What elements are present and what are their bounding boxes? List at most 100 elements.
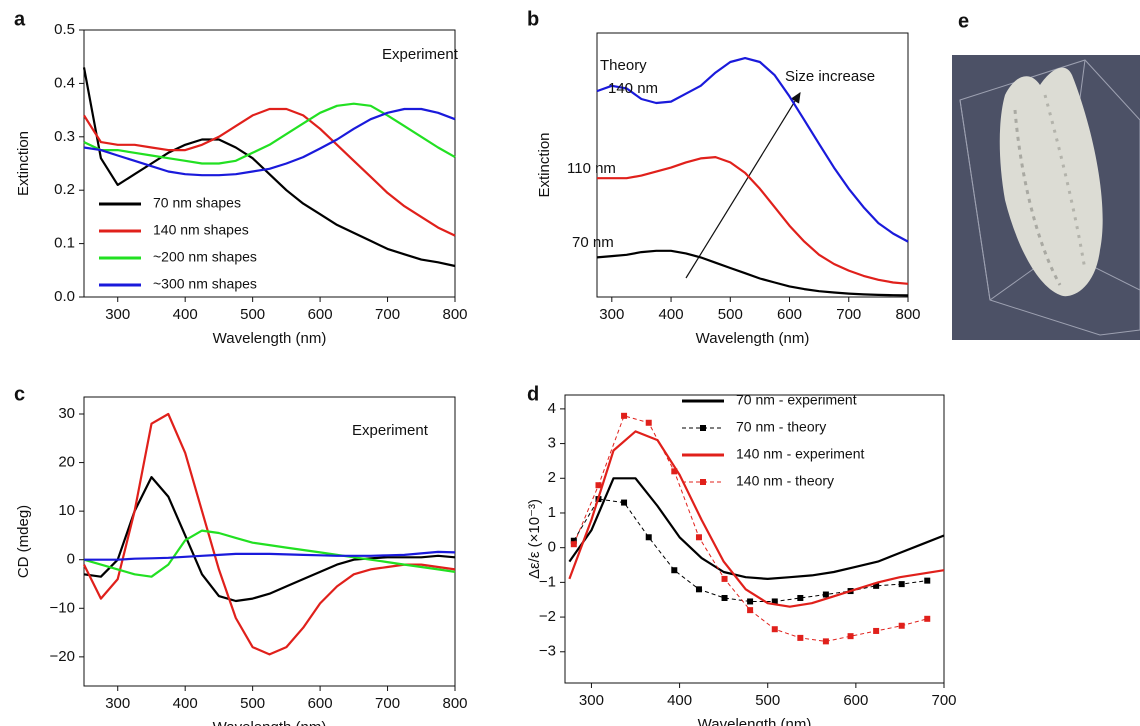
y-axis-label: CD (mdeg) bbox=[15, 505, 32, 578]
y-tick-label: 10 bbox=[58, 502, 75, 519]
plot-frame bbox=[83, 29, 456, 298]
y-tick-label: 0.3 bbox=[54, 128, 75, 145]
data-point bbox=[822, 638, 829, 645]
series-line bbox=[84, 550, 456, 561]
x-tick-label: 700 bbox=[375, 695, 400, 712]
x-tick-label: 600 bbox=[777, 306, 802, 323]
y-tick-label: 4 bbox=[548, 400, 556, 417]
panel-letter: a bbox=[14, 8, 26, 30]
series-line bbox=[83, 529, 456, 578]
legend-label: ~300 nm shapes bbox=[153, 276, 257, 292]
legend-label: 140 nm - experiment bbox=[736, 446, 865, 462]
y-tick-label: 3 bbox=[548, 435, 556, 452]
legend-label: 140 nm - theory bbox=[736, 473, 834, 489]
series-line bbox=[568, 430, 945, 608]
plot-frame bbox=[596, 32, 909, 298]
legend-label: 140 nm shapes bbox=[153, 222, 249, 238]
data-point bbox=[645, 534, 652, 541]
legend-marker bbox=[700, 425, 706, 431]
data-point bbox=[847, 633, 854, 640]
series-line bbox=[83, 476, 456, 603]
data-point bbox=[721, 594, 728, 601]
y-axis-label: Extinction bbox=[536, 132, 553, 197]
x-tick-label: 700 bbox=[836, 306, 861, 323]
panel-letter: e bbox=[958, 10, 969, 32]
x-tick-label: 800 bbox=[442, 695, 467, 712]
y-tick-label: 0.4 bbox=[54, 74, 75, 91]
x-tick-label: 800 bbox=[442, 306, 467, 323]
series-line bbox=[596, 57, 909, 243]
legend-label: 70 nm - theory bbox=[736, 419, 826, 435]
data-point bbox=[570, 537, 577, 544]
x-tick-label: 500 bbox=[240, 306, 265, 323]
series-line bbox=[83, 412, 456, 656]
y-tick-label: −3 bbox=[539, 643, 556, 660]
data-point bbox=[771, 598, 778, 605]
plot-frame bbox=[83, 396, 456, 687]
x-tick-label: 500 bbox=[718, 306, 743, 323]
data-point bbox=[771, 626, 778, 633]
legend-marker bbox=[700, 479, 706, 485]
y-tick-label: 0 bbox=[67, 551, 75, 568]
data-point bbox=[924, 577, 931, 584]
annotation: Theory bbox=[600, 57, 647, 74]
series-line bbox=[83, 102, 456, 165]
x-tick-label: 300 bbox=[579, 692, 604, 709]
data-point bbox=[747, 598, 754, 605]
x-axis-label: Wavelength (nm) bbox=[698, 716, 812, 726]
series-line bbox=[597, 156, 909, 285]
data-point bbox=[797, 634, 804, 641]
x-axis-label: Wavelength (nm) bbox=[213, 330, 327, 347]
x-tick-label: 700 bbox=[375, 306, 400, 323]
data-point bbox=[797, 594, 804, 601]
y-tick-label: 1 bbox=[548, 504, 556, 521]
series-line bbox=[82, 67, 456, 268]
annotation: Experiment bbox=[382, 46, 459, 63]
legend-label: 70 nm shapes bbox=[153, 195, 241, 211]
data-point bbox=[924, 615, 931, 622]
y-tick-label: −2 bbox=[539, 608, 556, 625]
x-tick-label: 300 bbox=[599, 306, 624, 323]
size-arrow bbox=[685, 91, 801, 279]
annotation: Experiment bbox=[352, 422, 429, 439]
render-image bbox=[952, 55, 1140, 340]
data-point bbox=[873, 582, 880, 589]
panel-letter: b bbox=[527, 8, 539, 30]
y-tick-label: 0.2 bbox=[54, 181, 75, 198]
y-tick-label: 0.5 bbox=[54, 21, 75, 38]
series-line bbox=[83, 107, 456, 237]
x-tick-label: 600 bbox=[308, 306, 333, 323]
y-tick-label: 0 bbox=[548, 539, 556, 556]
panel-letter: d bbox=[527, 383, 539, 405]
series-line bbox=[83, 107, 456, 177]
y-tick-label: −10 bbox=[50, 599, 75, 616]
data-point bbox=[671, 468, 678, 475]
data-point bbox=[873, 627, 880, 634]
x-tick-label: 400 bbox=[173, 695, 198, 712]
data-point bbox=[570, 541, 577, 548]
data-point bbox=[595, 482, 602, 489]
series-label: 110 nm bbox=[567, 160, 616, 177]
x-tick-label: 300 bbox=[105, 306, 130, 323]
legend-label: 70 nm - experiment bbox=[736, 392, 857, 408]
data-point bbox=[747, 607, 754, 614]
data-point bbox=[822, 591, 829, 598]
legend-label: ~200 nm shapes bbox=[153, 249, 257, 265]
x-tick-label: 600 bbox=[308, 695, 333, 712]
y-tick-label: −1 bbox=[539, 573, 556, 590]
series-line bbox=[573, 415, 928, 642]
x-tick-label: 700 bbox=[931, 692, 956, 709]
data-point bbox=[671, 567, 678, 574]
x-tick-label: 600 bbox=[843, 692, 868, 709]
x-tick-label: 500 bbox=[755, 692, 780, 709]
series-line bbox=[568, 477, 945, 580]
data-point bbox=[721, 575, 728, 582]
series-line bbox=[596, 249, 909, 297]
y-tick-label: 20 bbox=[58, 454, 75, 471]
panel-letter: c bbox=[14, 383, 25, 405]
x-tick-label: 400 bbox=[173, 306, 198, 323]
data-point bbox=[621, 412, 628, 419]
x-axis-label: Wavelength (nm) bbox=[213, 719, 327, 726]
data-point bbox=[695, 534, 702, 541]
